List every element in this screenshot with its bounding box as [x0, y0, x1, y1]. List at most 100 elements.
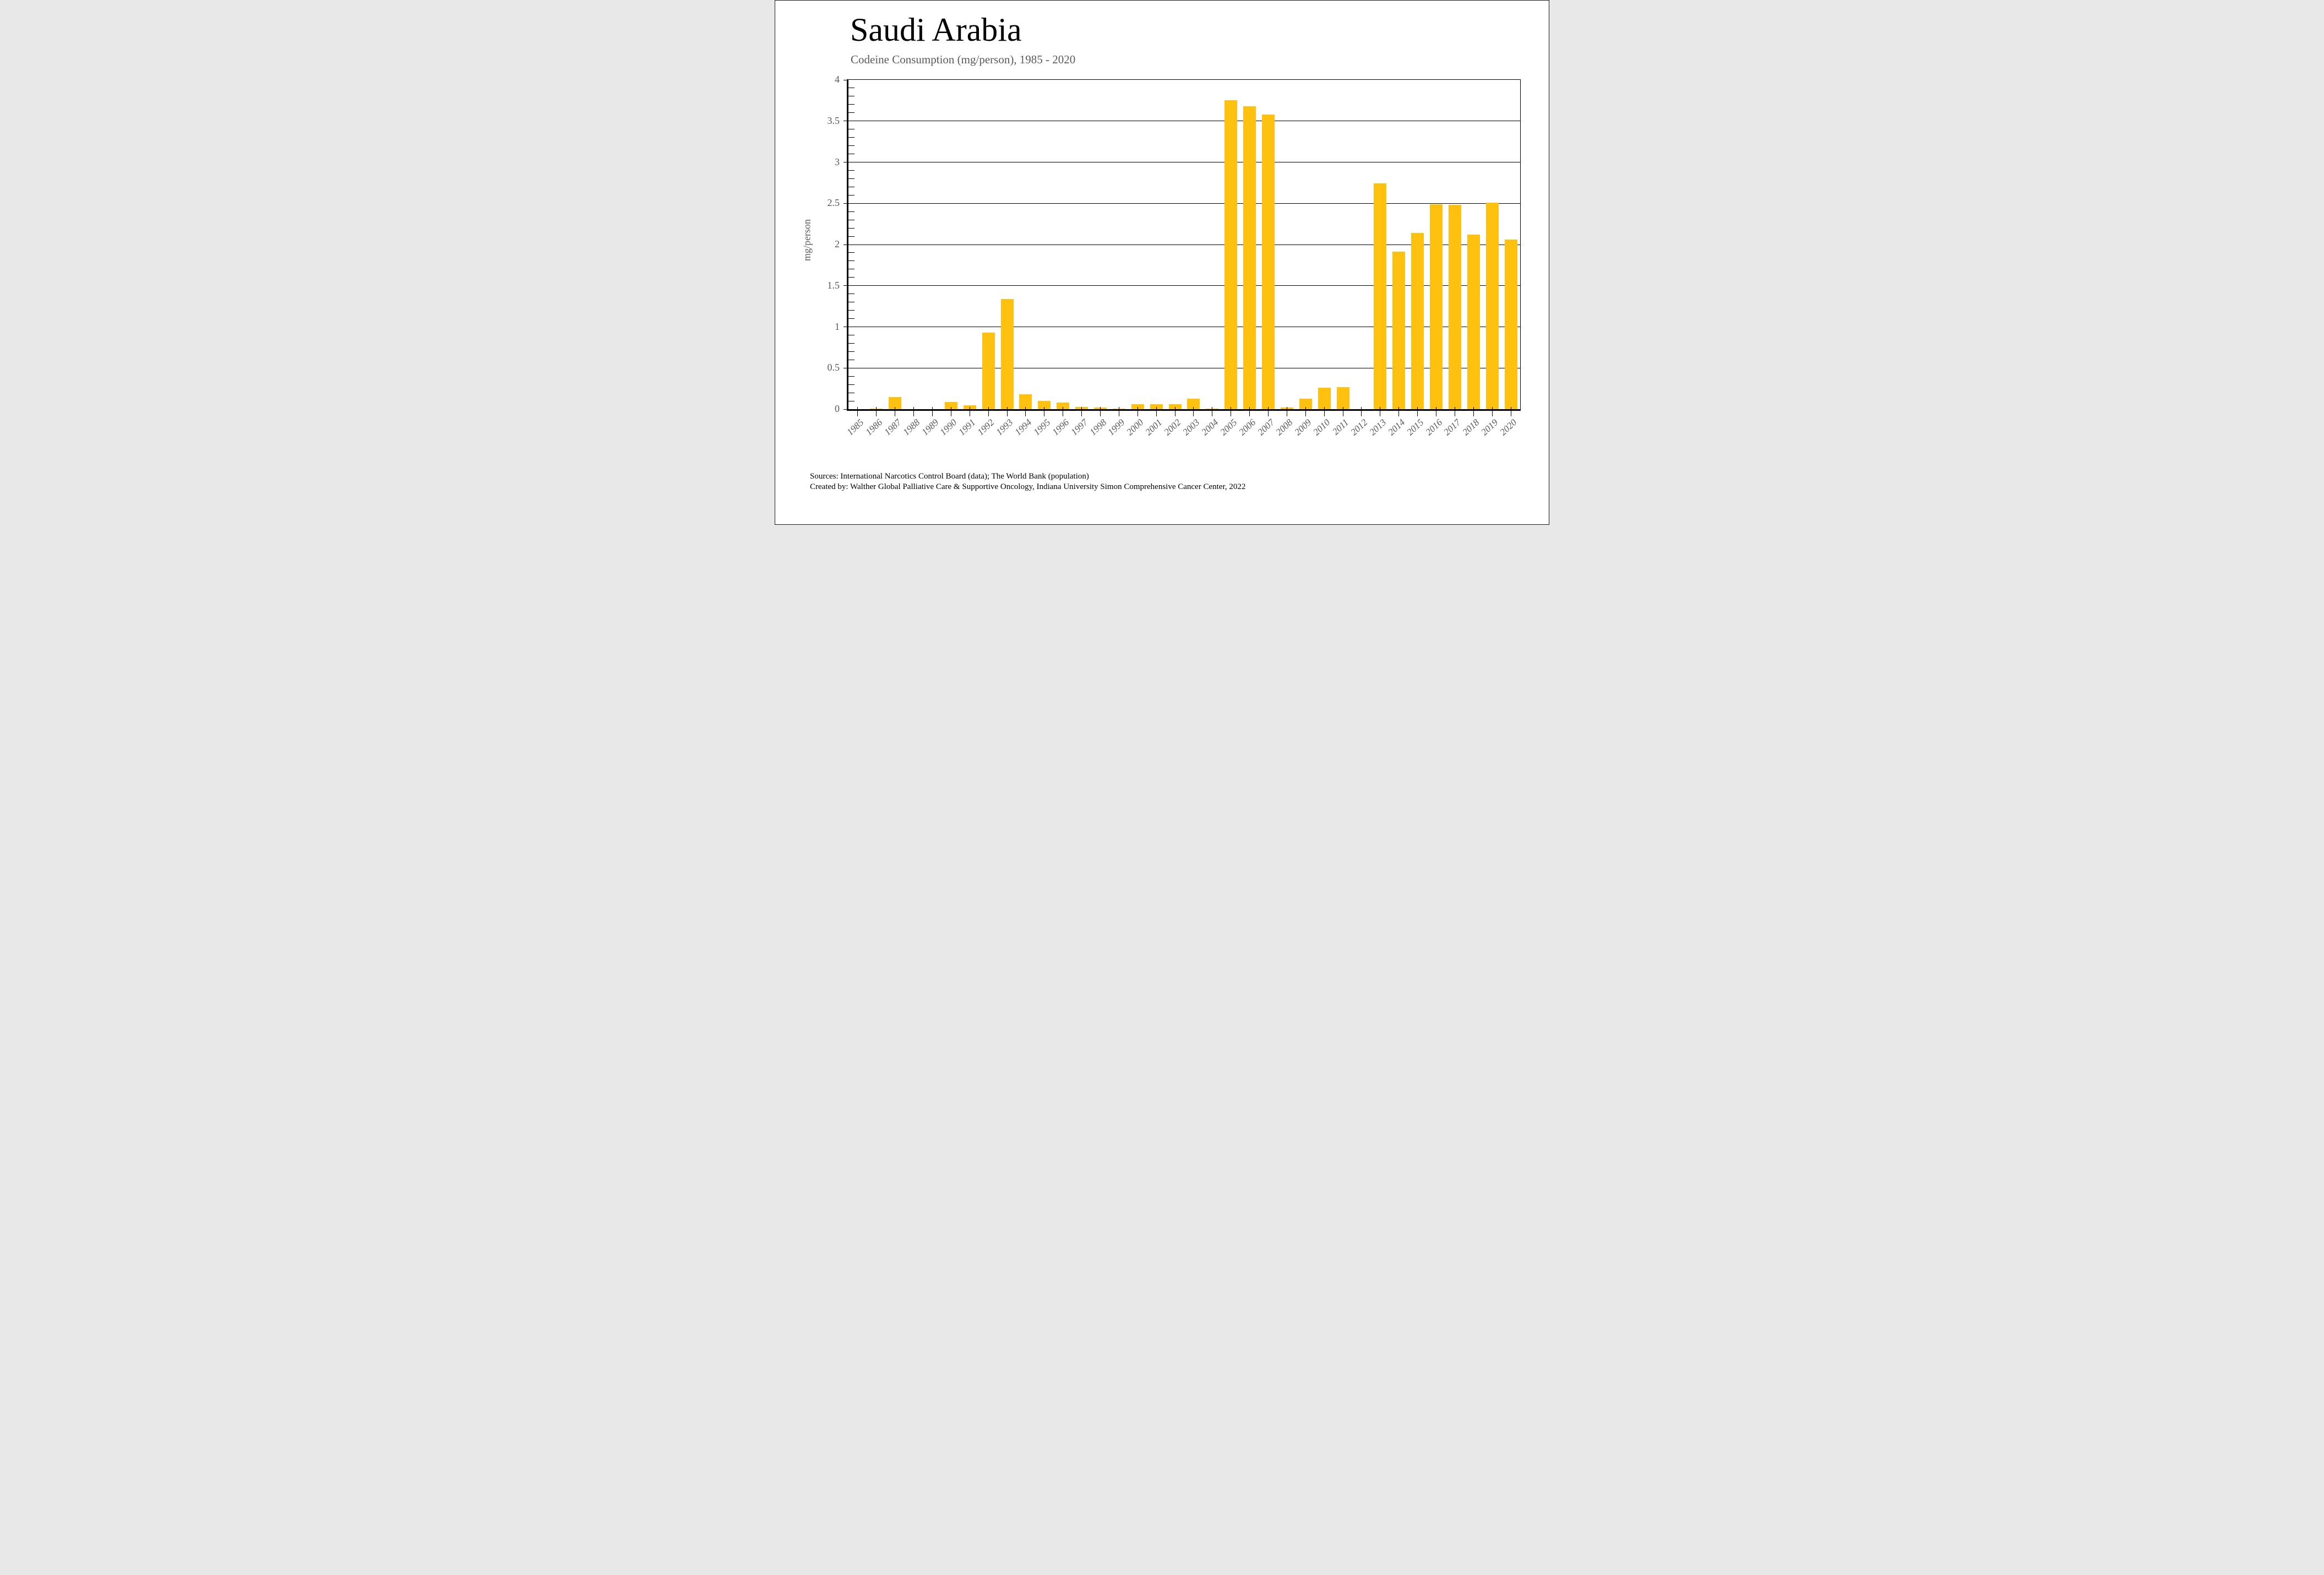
y-minor-tick: [848, 351, 855, 352]
bar: [1485, 202, 1499, 409]
year-label: 2018: [1460, 417, 1482, 438]
bar: [1057, 403, 1070, 409]
year-label: 2000: [1124, 417, 1146, 438]
bar: [1000, 298, 1014, 409]
year-label: 1986: [863, 417, 885, 438]
ytick-label: 3.5: [827, 115, 840, 126]
year-label: 1989: [919, 417, 940, 438]
ytick-label: 4: [835, 74, 840, 85]
bar: [1392, 252, 1406, 409]
x-tick: [1361, 407, 1362, 416]
x-tick: [1100, 407, 1101, 416]
year-label: 1996: [1050, 417, 1071, 438]
y-minor-tick: [848, 376, 855, 377]
y-minor-tick: [848, 112, 855, 113]
y-minor-tick: [848, 178, 855, 179]
y-major-tick: [843, 203, 848, 204]
year-label: 1988: [901, 417, 922, 438]
x-tick: [1305, 407, 1306, 416]
bar: [1224, 100, 1238, 409]
year-label: 2007: [1255, 417, 1276, 438]
year-label: 2001: [1143, 417, 1164, 438]
x-tick: [1473, 407, 1474, 416]
year-label: 1994: [1013, 417, 1034, 438]
bar: [1150, 404, 1163, 409]
x-tick: [913, 407, 915, 416]
ytick-label: 3: [835, 156, 840, 167]
y-minor-tick: [848, 252, 855, 253]
ytick-label: 1: [835, 321, 840, 332]
y-minor-tick: [848, 104, 855, 105]
bar: [1374, 183, 1387, 409]
year-label: 2015: [1405, 417, 1425, 438]
year-label: 1993: [994, 417, 1015, 438]
bar: [982, 332, 995, 409]
year-label: 2008: [1273, 417, 1295, 438]
bar: [1504, 240, 1517, 409]
year-label: 2014: [1386, 417, 1407, 438]
y-minor-tick: [848, 145, 855, 146]
x-tick: [1249, 407, 1250, 416]
x-tick: [1081, 407, 1082, 416]
ytick-label: 2.5: [827, 197, 840, 209]
y-minor-tick: [848, 260, 855, 262]
bar: [944, 401, 957, 409]
chart-subtitle: Codeine Consumption (mg/person), 1985 - …: [851, 53, 1076, 66]
y-minor-tick: [848, 310, 855, 311]
x-tick: [1268, 407, 1269, 416]
year-label: 1999: [1106, 417, 1127, 438]
y-minor-tick: [848, 236, 855, 237]
year-label: 2010: [1311, 417, 1332, 438]
chart-title: Saudi Arabia: [850, 12, 1022, 48]
x-tick: [876, 407, 877, 416]
year-label: 2013: [1367, 417, 1389, 438]
y-minor-tick: [848, 343, 855, 344]
x-tick: [1025, 407, 1026, 416]
bar: [1318, 388, 1331, 409]
bar: [889, 397, 902, 409]
year-label: 2017: [1441, 417, 1463, 438]
bar: [1336, 387, 1349, 409]
year-label: 2020: [1498, 417, 1519, 438]
x-tick: [1137, 407, 1138, 416]
y-minor-tick: [848, 211, 855, 212]
bar: [1187, 398, 1200, 409]
year-label: 1985: [845, 417, 866, 438]
year-label: 1997: [1069, 417, 1090, 438]
y-major-tick: [843, 285, 848, 286]
y-minor-tick: [848, 277, 855, 278]
y-major-tick: [843, 409, 848, 410]
chart-canvas: Saudi Arabia Codeine Consumption (mg/per…: [775, 0, 1549, 525]
bar: [1131, 404, 1144, 409]
year-label: 2004: [1199, 417, 1221, 438]
gridline: [848, 285, 1520, 286]
x-tick: [1193, 407, 1194, 416]
x-tick: [1398, 407, 1400, 416]
y-minor-tick: [848, 170, 855, 171]
x-tick: [932, 407, 933, 416]
bar: [1411, 233, 1424, 409]
ytick-label: 2: [835, 238, 840, 249]
bar: [1448, 205, 1461, 409]
x-tick: [1006, 407, 1008, 416]
credit-note: Created by: Walther Global Palliative Ca…: [810, 482, 1246, 491]
year-label: 2002: [1162, 417, 1183, 438]
plot-area: [843, 79, 1521, 416]
year-label: 2003: [1180, 417, 1202, 438]
ytick-label: 0: [835, 403, 840, 414]
year-label: 2006: [1237, 417, 1258, 438]
y-minor-tick: [848, 384, 855, 385]
x-tick: [857, 407, 858, 416]
gridline: [848, 203, 1520, 204]
year-label: 2005: [1218, 417, 1239, 438]
year-label: 2011: [1330, 417, 1351, 437]
source-note: Sources: International Narcotics Control…: [810, 472, 1089, 481]
bar: [1299, 398, 1312, 409]
bar: [1243, 106, 1256, 409]
x-tick: [1324, 407, 1325, 416]
bar: [1019, 394, 1032, 409]
year-label: 2012: [1348, 417, 1370, 438]
year-label: 2009: [1292, 417, 1314, 438]
bar: [1168, 404, 1182, 409]
bar: [1430, 204, 1443, 409]
